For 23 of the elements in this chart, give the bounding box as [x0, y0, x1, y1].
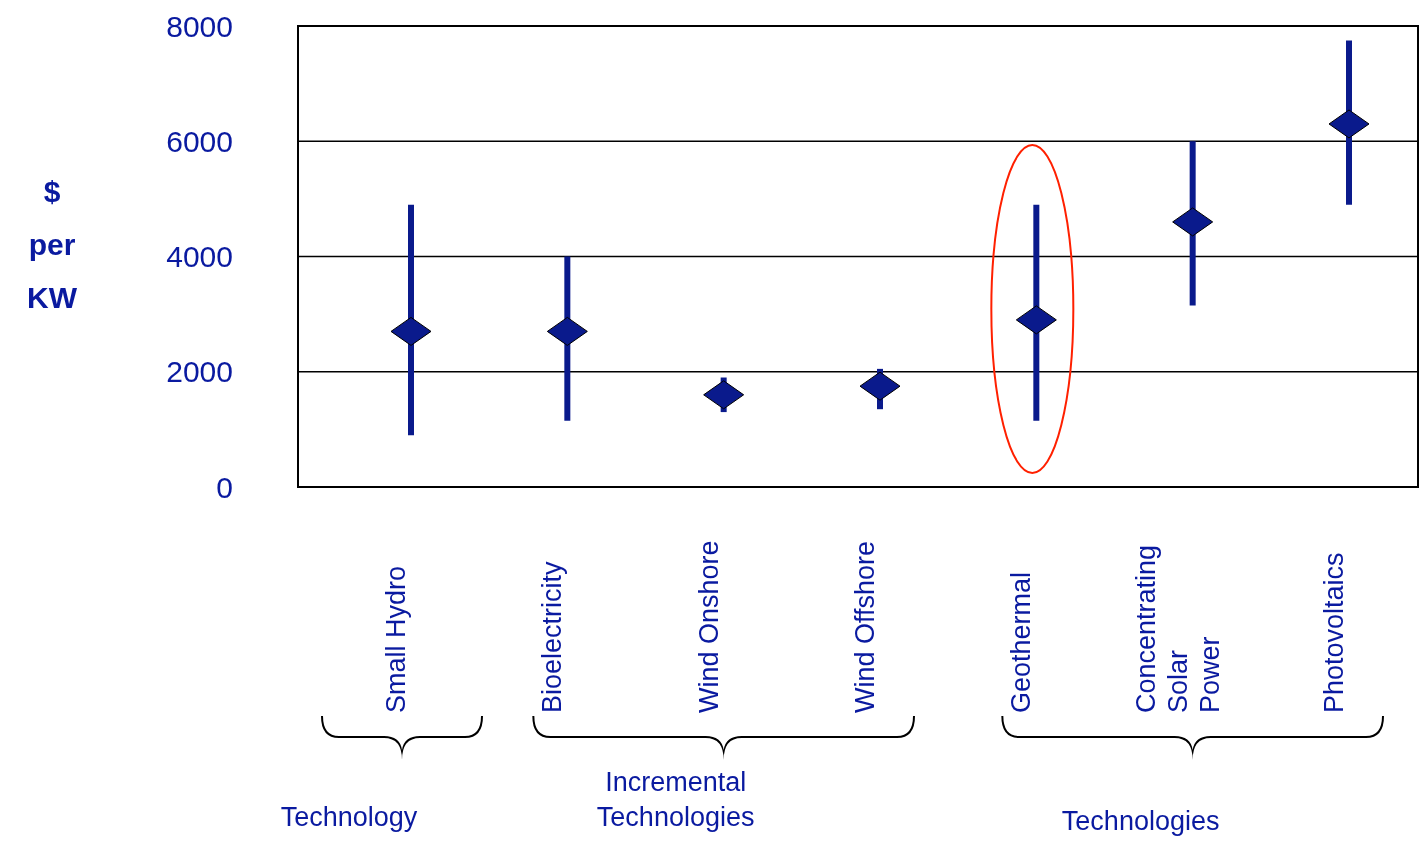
point [546, 316, 588, 346]
y-tick-label: 4000 [166, 240, 233, 273]
point [1015, 305, 1057, 335]
y-axis-title: $ per KW [27, 174, 78, 314]
point [1328, 109, 1370, 139]
point [703, 380, 745, 410]
x-tick-label: Photovoltaics [1319, 552, 1349, 713]
y-tick-label: 0 [216, 470, 233, 504]
text: Technology [280, 802, 418, 832]
point [859, 371, 901, 401]
y-tick-label: 8000 [166, 9, 233, 43]
point [390, 316, 432, 346]
x-tick-label: Small Hydro [381, 565, 411, 713]
point [1172, 207, 1214, 237]
x-tick-label: Bioelectricity [537, 560, 568, 713]
text: Technologies [1061, 806, 1220, 836]
y-tick-label: 2000 [166, 355, 233, 389]
y-tick-label: 6000 [166, 124, 233, 158]
x-tick-label: Concentrating Solar Power [1130, 544, 1225, 713]
x-tick-label: Wind Offshore [850, 540, 880, 713]
x-tick-label: Geothermal [1006, 571, 1037, 713]
text: Incremental Technologies [596, 767, 755, 832]
x-tick-label: Wind Onshore [693, 540, 724, 713]
